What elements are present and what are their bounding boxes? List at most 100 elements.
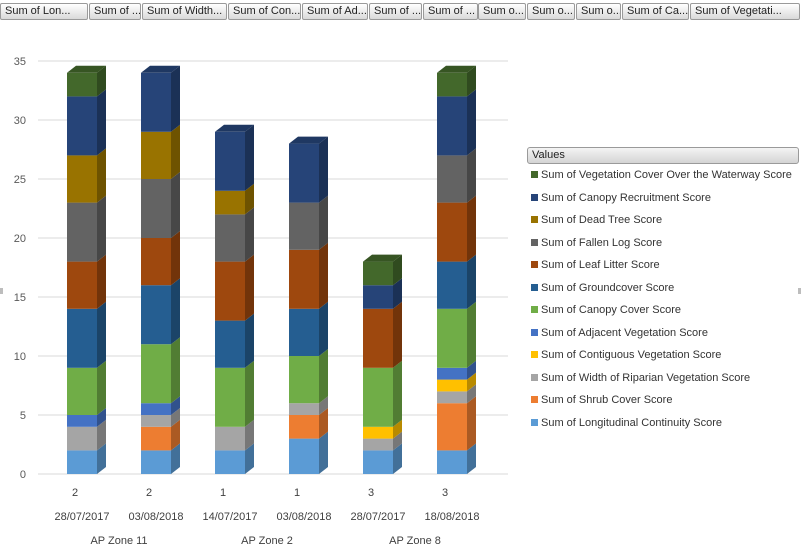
bar-segment[interactable]	[437, 261, 467, 309]
bar-segment[interactable]	[437, 155, 467, 203]
bar-segment[interactable]	[363, 426, 393, 439]
legend-item: Sum of Vegetation Cover Over the Waterwa…	[527, 164, 799, 187]
legend-swatch	[531, 351, 538, 358]
bar-segment[interactable]	[67, 450, 97, 474]
x-date-label: 28/07/2017	[54, 511, 109, 523]
bar-segment[interactable]	[67, 367, 97, 415]
bar-segment[interactable]	[289, 438, 319, 474]
bar-segment[interactable]	[437, 379, 467, 392]
bar-segment[interactable]	[67, 155, 97, 203]
legend-items: Sum of Vegetation Cover Over the Waterwa…	[527, 164, 799, 434]
field-button[interactable]: Sum of ...	[89, 3, 141, 20]
field-button[interactable]: Sum o...	[576, 3, 621, 20]
bar-stack	[437, 65, 476, 474]
legend-item: Sum of Contiguous Vegetation Score	[527, 344, 799, 367]
field-button[interactable]: Sum of Ad...	[302, 3, 368, 20]
bar-segment-side	[245, 313, 254, 368]
bar-segment[interactable]	[141, 403, 171, 415]
bar-segment[interactable]	[289, 308, 319, 356]
bar-segment-side	[319, 349, 328, 404]
x-group-label: AP Zone 11	[90, 535, 147, 547]
bar-segment[interactable]	[215, 426, 245, 451]
legend-title-button[interactable]: Values	[527, 147, 799, 164]
bar-segment-side	[97, 89, 106, 156]
bar-segment[interactable]	[289, 356, 319, 404]
bar-segment[interactable]	[289, 143, 319, 203]
bar-segment[interactable]	[67, 415, 97, 427]
x-date-label: 18/08/2018	[424, 511, 479, 523]
bar-segment[interactable]	[363, 367, 393, 427]
y-tick-label: 15	[14, 292, 26, 304]
bar-segment[interactable]	[67, 96, 97, 156]
bar-segment[interactable]	[437, 72, 467, 97]
bar-segment[interactable]	[67, 202, 97, 262]
bar-segment[interactable]	[363, 261, 393, 286]
field-button[interactable]: Sum of Con...	[228, 3, 301, 20]
bar-segment[interactable]	[215, 190, 245, 215]
bar-segment[interactable]	[437, 450, 467, 474]
bar-segment[interactable]	[437, 367, 467, 380]
bar-top-face	[67, 65, 106, 73]
bar-segment-side	[245, 254, 254, 321]
field-button[interactable]: Sum of Ca...	[622, 3, 689, 20]
bar-segment[interactable]	[141, 131, 171, 179]
field-button[interactable]: Sum o...	[527, 3, 575, 20]
bar-segment[interactable]	[141, 285, 171, 345]
field-button[interactable]: Sum of ...	[423, 3, 478, 20]
bar-segment-side	[393, 360, 402, 427]
pivot-field-buttons: Sum of Lon... Sum of ... Sum of Width... Su…	[0, 0, 801, 22]
legend-swatch	[531, 216, 538, 223]
bar-segment[interactable]	[67, 426, 97, 451]
bar-segment[interactable]	[141, 238, 171, 286]
bar-segment[interactable]	[141, 426, 171, 451]
x-axis-labels: 2 28/07/2017 2 03/08/2018 1 14/07/2017 1 03/08/…	[54, 487, 479, 547]
bar-segment[interactable]	[215, 131, 245, 191]
bar-segment[interactable]	[363, 285, 393, 309]
bar-segment[interactable]	[289, 249, 319, 309]
bar-segment[interactable]	[215, 450, 245, 474]
field-button[interactable]: Sum of Vegetati...	[690, 3, 800, 20]
bar-segment-side	[319, 242, 328, 309]
bar-segment[interactable]	[67, 261, 97, 309]
bar-segment-side	[393, 301, 402, 368]
bar-segment[interactable]	[141, 415, 171, 427]
bar-segment-side	[171, 443, 180, 474]
legend: Values Sum of Vegetation Cover Over the …	[527, 147, 799, 434]
bar-segment[interactable]	[437, 403, 467, 451]
bar-segment[interactable]	[215, 367, 245, 427]
bar-segment[interactable]	[289, 415, 319, 439]
bar-segment-side	[97, 195, 106, 262]
bar-segment[interactable]	[215, 320, 245, 368]
bar-segment[interactable]	[437, 308, 467, 368]
legend-item: Sum of Adjacent Vegetation Score	[527, 322, 799, 345]
bar-segment[interactable]	[363, 308, 393, 368]
bar-segment[interactable]	[437, 96, 467, 156]
resize-handle-left[interactable]	[0, 288, 3, 294]
bar-segment-side	[393, 254, 402, 286]
bar-segment[interactable]	[141, 344, 171, 404]
bar-segment[interactable]	[437, 391, 467, 404]
field-button[interactable]: Sum o...	[478, 3, 526, 20]
bar-segment[interactable]	[141, 72, 171, 132]
bar-segment[interactable]	[67, 72, 97, 97]
bar-segment[interactable]	[141, 450, 171, 474]
legend-item: Sum of Longitudinal Continuity Score	[527, 412, 799, 435]
bar-segment[interactable]	[67, 308, 97, 368]
x-tick-label: 1	[220, 487, 226, 499]
bar-segment[interactable]	[215, 261, 245, 321]
bar-segment[interactable]	[289, 202, 319, 250]
field-button[interactable]: Sum of Width...	[142, 3, 227, 20]
y-tick-label: 20	[14, 233, 26, 245]
bar-segment[interactable]	[363, 450, 393, 474]
bar-segment[interactable]	[363, 438, 393, 451]
bar-segment[interactable]	[215, 214, 245, 262]
bar-segment[interactable]	[141, 179, 171, 238]
bar-segment[interactable]	[289, 403, 319, 415]
resize-handle-right[interactable]	[798, 288, 801, 294]
field-button[interactable]: Sum of ...	[369, 3, 422, 20]
bar-segment-side	[245, 419, 254, 451]
bar-stack	[67, 65, 106, 474]
bar-segment[interactable]	[437, 202, 467, 262]
legend-swatch	[531, 418, 538, 426]
field-button[interactable]: Sum of Lon...	[0, 3, 88, 20]
